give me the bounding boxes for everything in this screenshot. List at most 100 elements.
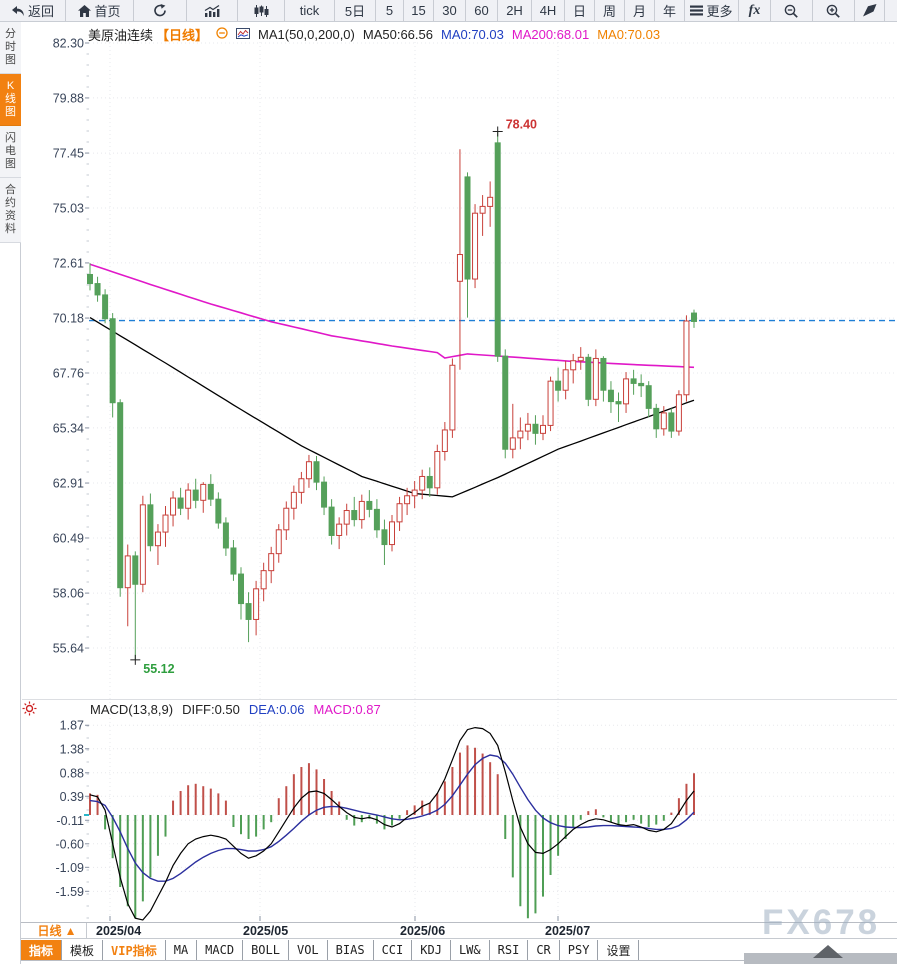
- toolbar-button-bar-chart[interactable]: [187, 0, 238, 21]
- ma0-blue-value: MA0:70.03: [440, 27, 504, 42]
- toolbar-button-label: 15: [411, 3, 426, 18]
- toolbar-button-period-5d[interactable]: 5日: [335, 0, 376, 21]
- tab-ma[interactable]: MA: [166, 940, 198, 960]
- toolbar-button-candle-chart[interactable]: [238, 0, 285, 21]
- toolbar-button-more[interactable]: 更多: [685, 0, 739, 21]
- toolbar-button-label: 5: [385, 3, 394, 18]
- diff-line: [89, 726, 695, 921]
- candle: [177, 487, 184, 516]
- ma0-orange-value: MA0:70.03: [597, 27, 661, 42]
- sidebar-item-char: 资: [5, 210, 16, 222]
- tab-bias[interactable]: BIAS: [328, 940, 374, 960]
- svg-text:-0.11: -0.11: [56, 814, 84, 828]
- toolbar-button-zoom-in[interactable]: [813, 0, 855, 21]
- zoom-out-icon: [784, 4, 799, 18]
- x-axis-label: 2025/07: [545, 924, 591, 938]
- tab-psy[interactable]: PSY: [560, 940, 599, 960]
- svg-text:-0.60: -0.60: [56, 837, 85, 851]
- ma200-value: MA200:68.01: [511, 27, 590, 42]
- toolbar-button-label: tick: [299, 3, 320, 18]
- sidebar-item-time-share[interactable]: 分时图: [0, 22, 21, 74]
- back-arrow-icon: [11, 5, 25, 17]
- horizontal-scrollbar[interactable]: [744, 953, 897, 964]
- tab-macd[interactable]: MACD: [197, 940, 244, 960]
- candle: [139, 495, 146, 593]
- toolbar-button-period-day[interactable]: 日: [565, 0, 595, 21]
- svg-text:0.39: 0.39: [60, 790, 84, 804]
- tab-indicator[interactable]: 指标: [21, 940, 63, 960]
- toolbar-button-period-year[interactable]: 年: [655, 0, 685, 21]
- tab-rsi[interactable]: RSI: [490, 940, 529, 960]
- toolbar-button-period-30[interactable]: 30: [434, 0, 466, 21]
- candle: [517, 417, 524, 450]
- toolbar-button-draw[interactable]: [855, 0, 885, 21]
- tab-cr[interactable]: CR: [528, 940, 560, 960]
- toolbar-button-tick[interactable]: tick: [285, 0, 335, 21]
- y-axis-labels: 82.30 79.88 77.45 75.03 72.61 70.18 67.76 65.34…: [53, 37, 89, 919]
- toolbar-button-period-60[interactable]: 60: [466, 0, 498, 21]
- toolbar-button-zoom-out[interactable]: [771, 0, 813, 21]
- collapse-circle-icon[interactable]: [216, 27, 228, 42]
- sidebar-item-contract-info[interactable]: 合约资料: [0, 178, 21, 243]
- svg-text:72.61: 72.61: [53, 256, 84, 270]
- tab-vip-indicator[interactable]: VIP指标: [103, 940, 166, 960]
- candle: [154, 524, 161, 565]
- period-selector-button[interactable]: 日线 ▲: [28, 923, 87, 938]
- candle: [185, 483, 192, 520]
- candle: [87, 263, 93, 291]
- candle: [426, 467, 433, 497]
- toolbar-button-back[interactable]: 返回: [0, 0, 66, 21]
- candle: [585, 353, 592, 407]
- tab-vol[interactable]: VOL: [289, 940, 328, 960]
- candle: [373, 499, 380, 538]
- svg-text:77.45: 77.45: [53, 147, 84, 161]
- candle: [132, 551, 139, 660]
- svg-text:79.88: 79.88: [53, 91, 84, 105]
- candle: [540, 415, 546, 441]
- candle: [215, 492, 222, 529]
- svg-text:55.64: 55.64: [53, 642, 84, 656]
- tab-template[interactable]: 模板: [62, 940, 104, 960]
- tab-settings[interactable]: 设置: [598, 940, 640, 960]
- toolbar-button-refresh[interactable]: [134, 0, 187, 21]
- toolbar-button-period-4h[interactable]: 4H: [532, 0, 565, 21]
- svg-text:0.88: 0.88: [60, 766, 84, 780]
- sidebar-item-char: 合: [5, 184, 16, 196]
- top-toolbar: 返回 首页 tick 5日 5 15 30 60 2H 4H 日 周 月 年 更多 fx: [0, 0, 897, 22]
- toolbar-button-period-5[interactable]: 5: [376, 0, 404, 21]
- tab-lw[interactable]: LW&: [451, 940, 490, 960]
- candle: [389, 515, 395, 552]
- indicator-sun-icon[interactable]: [22, 701, 37, 721]
- toolbar-button-period-15[interactable]: 15: [404, 0, 434, 21]
- toolbar-button-label: 5日: [344, 4, 366, 19]
- x-axis-label: 2025/05: [243, 924, 289, 938]
- tab-boll[interactable]: BOLL: [243, 940, 289, 960]
- toolbar-button-period-month[interactable]: 月: [625, 0, 655, 21]
- candle: [668, 408, 675, 438]
- grid-layer: [22, 30, 897, 921]
- candle: [117, 399, 124, 597]
- mini-chart-icon[interactable]: [236, 27, 251, 42]
- toolbar-button-home[interactable]: 首页: [66, 0, 134, 21]
- candle: [638, 374, 645, 398]
- scrollbar-up-arrow-icon[interactable]: [813, 945, 843, 958]
- candle: [683, 315, 690, 402]
- candles-layer: [87, 131, 697, 660]
- toolbar-button-period-2h[interactable]: 2H: [498, 0, 532, 21]
- toolbar-button-label: 更多: [706, 4, 733, 19]
- candle: [147, 493, 154, 552]
- sidebar-item-lightning[interactable]: 闪电图: [0, 126, 21, 178]
- svg-text:1.87: 1.87: [60, 719, 84, 733]
- candle: [230, 540, 237, 581]
- candle: [358, 494, 365, 529]
- tab-cci[interactable]: CCI: [374, 940, 413, 960]
- toolbar-button-fx[interactable]: fx: [739, 0, 771, 21]
- candle: [532, 415, 539, 445]
- macd-header: MACD(13,8,9) DIFF:0.50 DEA:0.06 MACD:0.8…: [90, 702, 381, 717]
- toolbar-button-period-week[interactable]: 周: [595, 0, 625, 21]
- ma50-line: [89, 317, 695, 498]
- candle: [200, 482, 207, 513]
- tab-kdj[interactable]: KDJ: [412, 940, 451, 960]
- high-marker: 78.40: [492, 118, 537, 137]
